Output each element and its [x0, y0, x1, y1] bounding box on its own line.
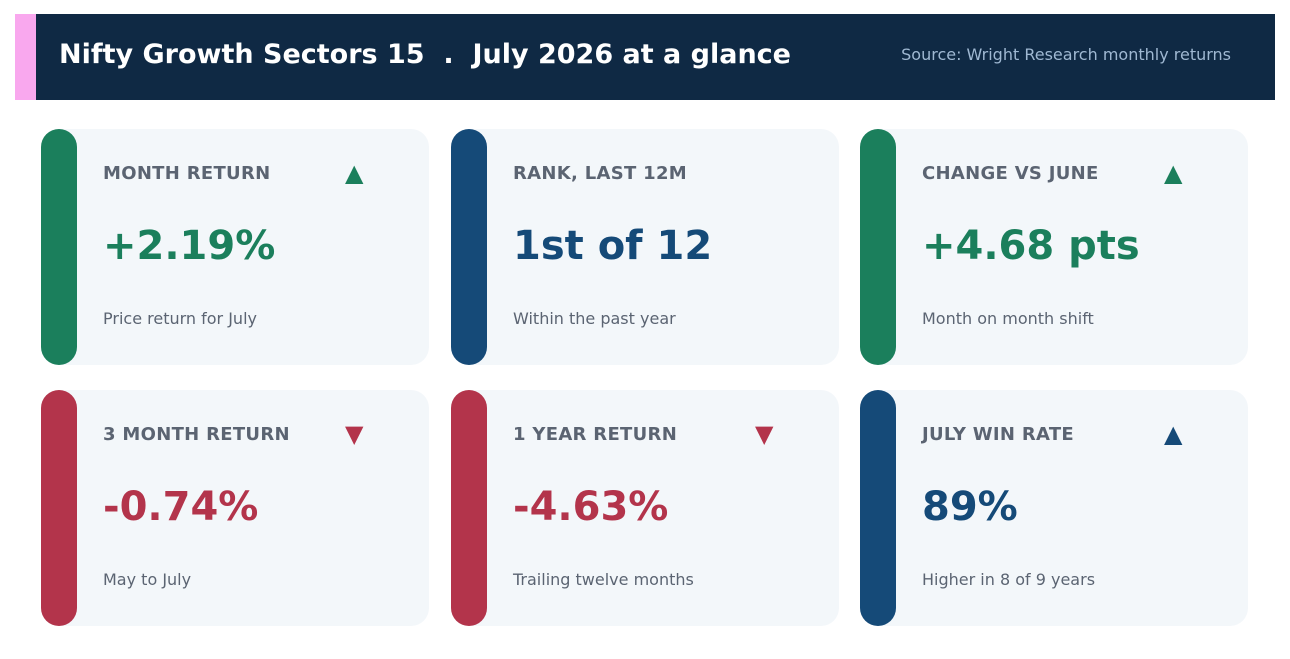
- header-banner: Nifty Growth Sectors 15 . July 2026 at a…: [15, 14, 1275, 100]
- card-accent-bar: [451, 129, 487, 365]
- triangle-down-icon: ▼: [755, 420, 774, 448]
- card-accent-bar: [860, 129, 896, 365]
- card-accent-bar: [41, 129, 77, 365]
- source-note: Source: Wright Research monthly returns: [901, 45, 1231, 64]
- card-value: +2.19%: [103, 223, 276, 269]
- card-value: +4.68 pts: [922, 223, 1140, 269]
- card-label: RANK, LAST 12M: [513, 163, 687, 184]
- card-caption: Price return for July: [103, 309, 257, 328]
- card-value: 89%: [922, 484, 1018, 530]
- kpi-card-1-year-return: 1 YEAR RETURN ▼ -4.63% Trailing twelve m…: [451, 390, 839, 626]
- card-label: JULY WIN RATE: [922, 424, 1075, 445]
- card-caption: May to July: [103, 570, 192, 589]
- card-label: 3 MONTH RETURN: [103, 424, 290, 445]
- card-value: -0.74%: [103, 484, 259, 530]
- card-value: 1st of 12: [513, 223, 713, 269]
- card-accent-bar: [860, 390, 896, 626]
- triangle-up-icon: ▲: [1164, 420, 1183, 448]
- card-caption: Higher in 8 of 9 years: [922, 570, 1096, 589]
- header-accent-strip: [15, 14, 36, 100]
- card-label: MONTH RETURN: [103, 163, 271, 184]
- card-accent-bar: [41, 390, 77, 626]
- kpi-card-july-win-rate: JULY WIN RATE ▲ 89% Higher in 8 of 9 yea…: [860, 390, 1248, 626]
- card-accent-bar: [451, 390, 487, 626]
- page-title: Nifty Growth Sectors 15 . July 2026 at a…: [59, 39, 791, 70]
- kpi-card-change-vs-june: CHANGE VS JUNE ▲ +4.68 pts Month on mont…: [860, 129, 1248, 365]
- triangle-up-icon: ▲: [345, 159, 364, 187]
- card-caption: Month on month shift: [922, 309, 1094, 328]
- triangle-down-icon: ▼: [345, 420, 364, 448]
- kpi-card-rank-last-12m: RANK, LAST 12M 1st of 12 Within the past…: [451, 129, 839, 365]
- card-caption: Trailing twelve months: [513, 570, 694, 589]
- card-value: -4.63%: [513, 484, 669, 530]
- triangle-up-icon: ▲: [1164, 159, 1183, 187]
- card-label: CHANGE VS JUNE: [922, 163, 1099, 184]
- card-label: 1 YEAR RETURN: [513, 424, 678, 445]
- kpi-card-month-return: MONTH RETURN ▲ +2.19% Price return for J…: [41, 129, 429, 365]
- kpi-card-3-month-return: 3 MONTH RETURN ▼ -0.74% May to July: [41, 390, 429, 626]
- card-caption: Within the past year: [513, 309, 676, 328]
